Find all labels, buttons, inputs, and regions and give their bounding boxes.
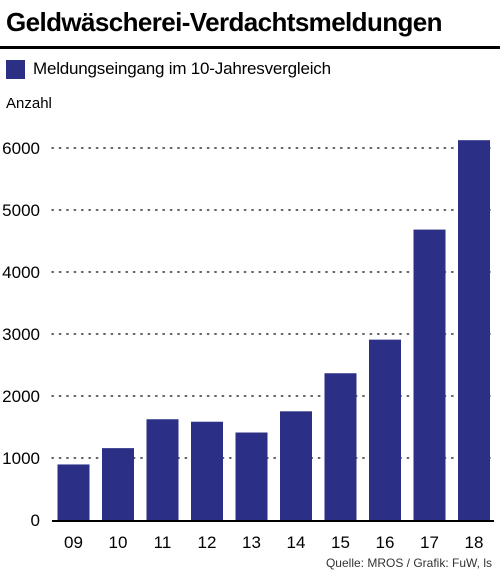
x-tick-label-09: 09: [64, 533, 83, 552]
bar-10: [102, 448, 134, 520]
tick-labels: 0 1000 2000 3000 4000 5000 6000 09 10 11 12 13 14 15 1…: [2, 139, 483, 552]
x-tick-label-15: 15: [331, 533, 350, 552]
y-tick-label-1000: 1000: [2, 449, 40, 468]
bar-13: [235, 432, 268, 520]
x-tick-label-10: 10: [109, 533, 128, 552]
y-tick-label-4000: 4000: [2, 263, 40, 282]
bars: [57, 140, 490, 521]
bar-16: [369, 339, 401, 520]
y-tick-label-2000: 2000: [2, 387, 40, 406]
title-rule: [0, 46, 500, 49]
legend: Meldungseingang im 10-Jahresvergleich: [6, 58, 331, 80]
y-tick-label-5000: 5000: [2, 201, 40, 220]
chart-title: Geldwäscherei-Verdachtsmeldungen: [6, 7, 443, 37]
x-tick-label-14: 14: [287, 533, 306, 552]
x-tick-label-13: 13: [242, 533, 261, 552]
bar-18: [458, 140, 490, 521]
x-tick-label-11: 11: [154, 533, 172, 552]
bar-12: [191, 421, 223, 520]
bar-17: [413, 229, 446, 521]
x-tick-label-18: 18: [465, 533, 484, 552]
x-tick-label-12: 12: [198, 533, 217, 552]
bar-09: [57, 464, 90, 520]
y-tick-label-3000: 3000: [2, 325, 40, 344]
bar-15: [324, 373, 357, 520]
bar-11: [146, 419, 179, 520]
bar-14: [280, 411, 312, 520]
legend-label: Meldungseingang im 10-Jahresvergleich: [33, 59, 331, 78]
x-tick-label-16: 16: [376, 533, 395, 552]
x-tick-label-17: 17: [420, 533, 439, 552]
y-axis-label: Anzahl: [6, 95, 52, 112]
legend-swatch: [6, 59, 25, 79]
source-note: Quelle: MROS / Grafik: FuW, ls: [325, 556, 492, 570]
y-tick-label-6000: 6000: [2, 139, 40, 158]
y-tick-label-0: 0: [31, 511, 40, 530]
